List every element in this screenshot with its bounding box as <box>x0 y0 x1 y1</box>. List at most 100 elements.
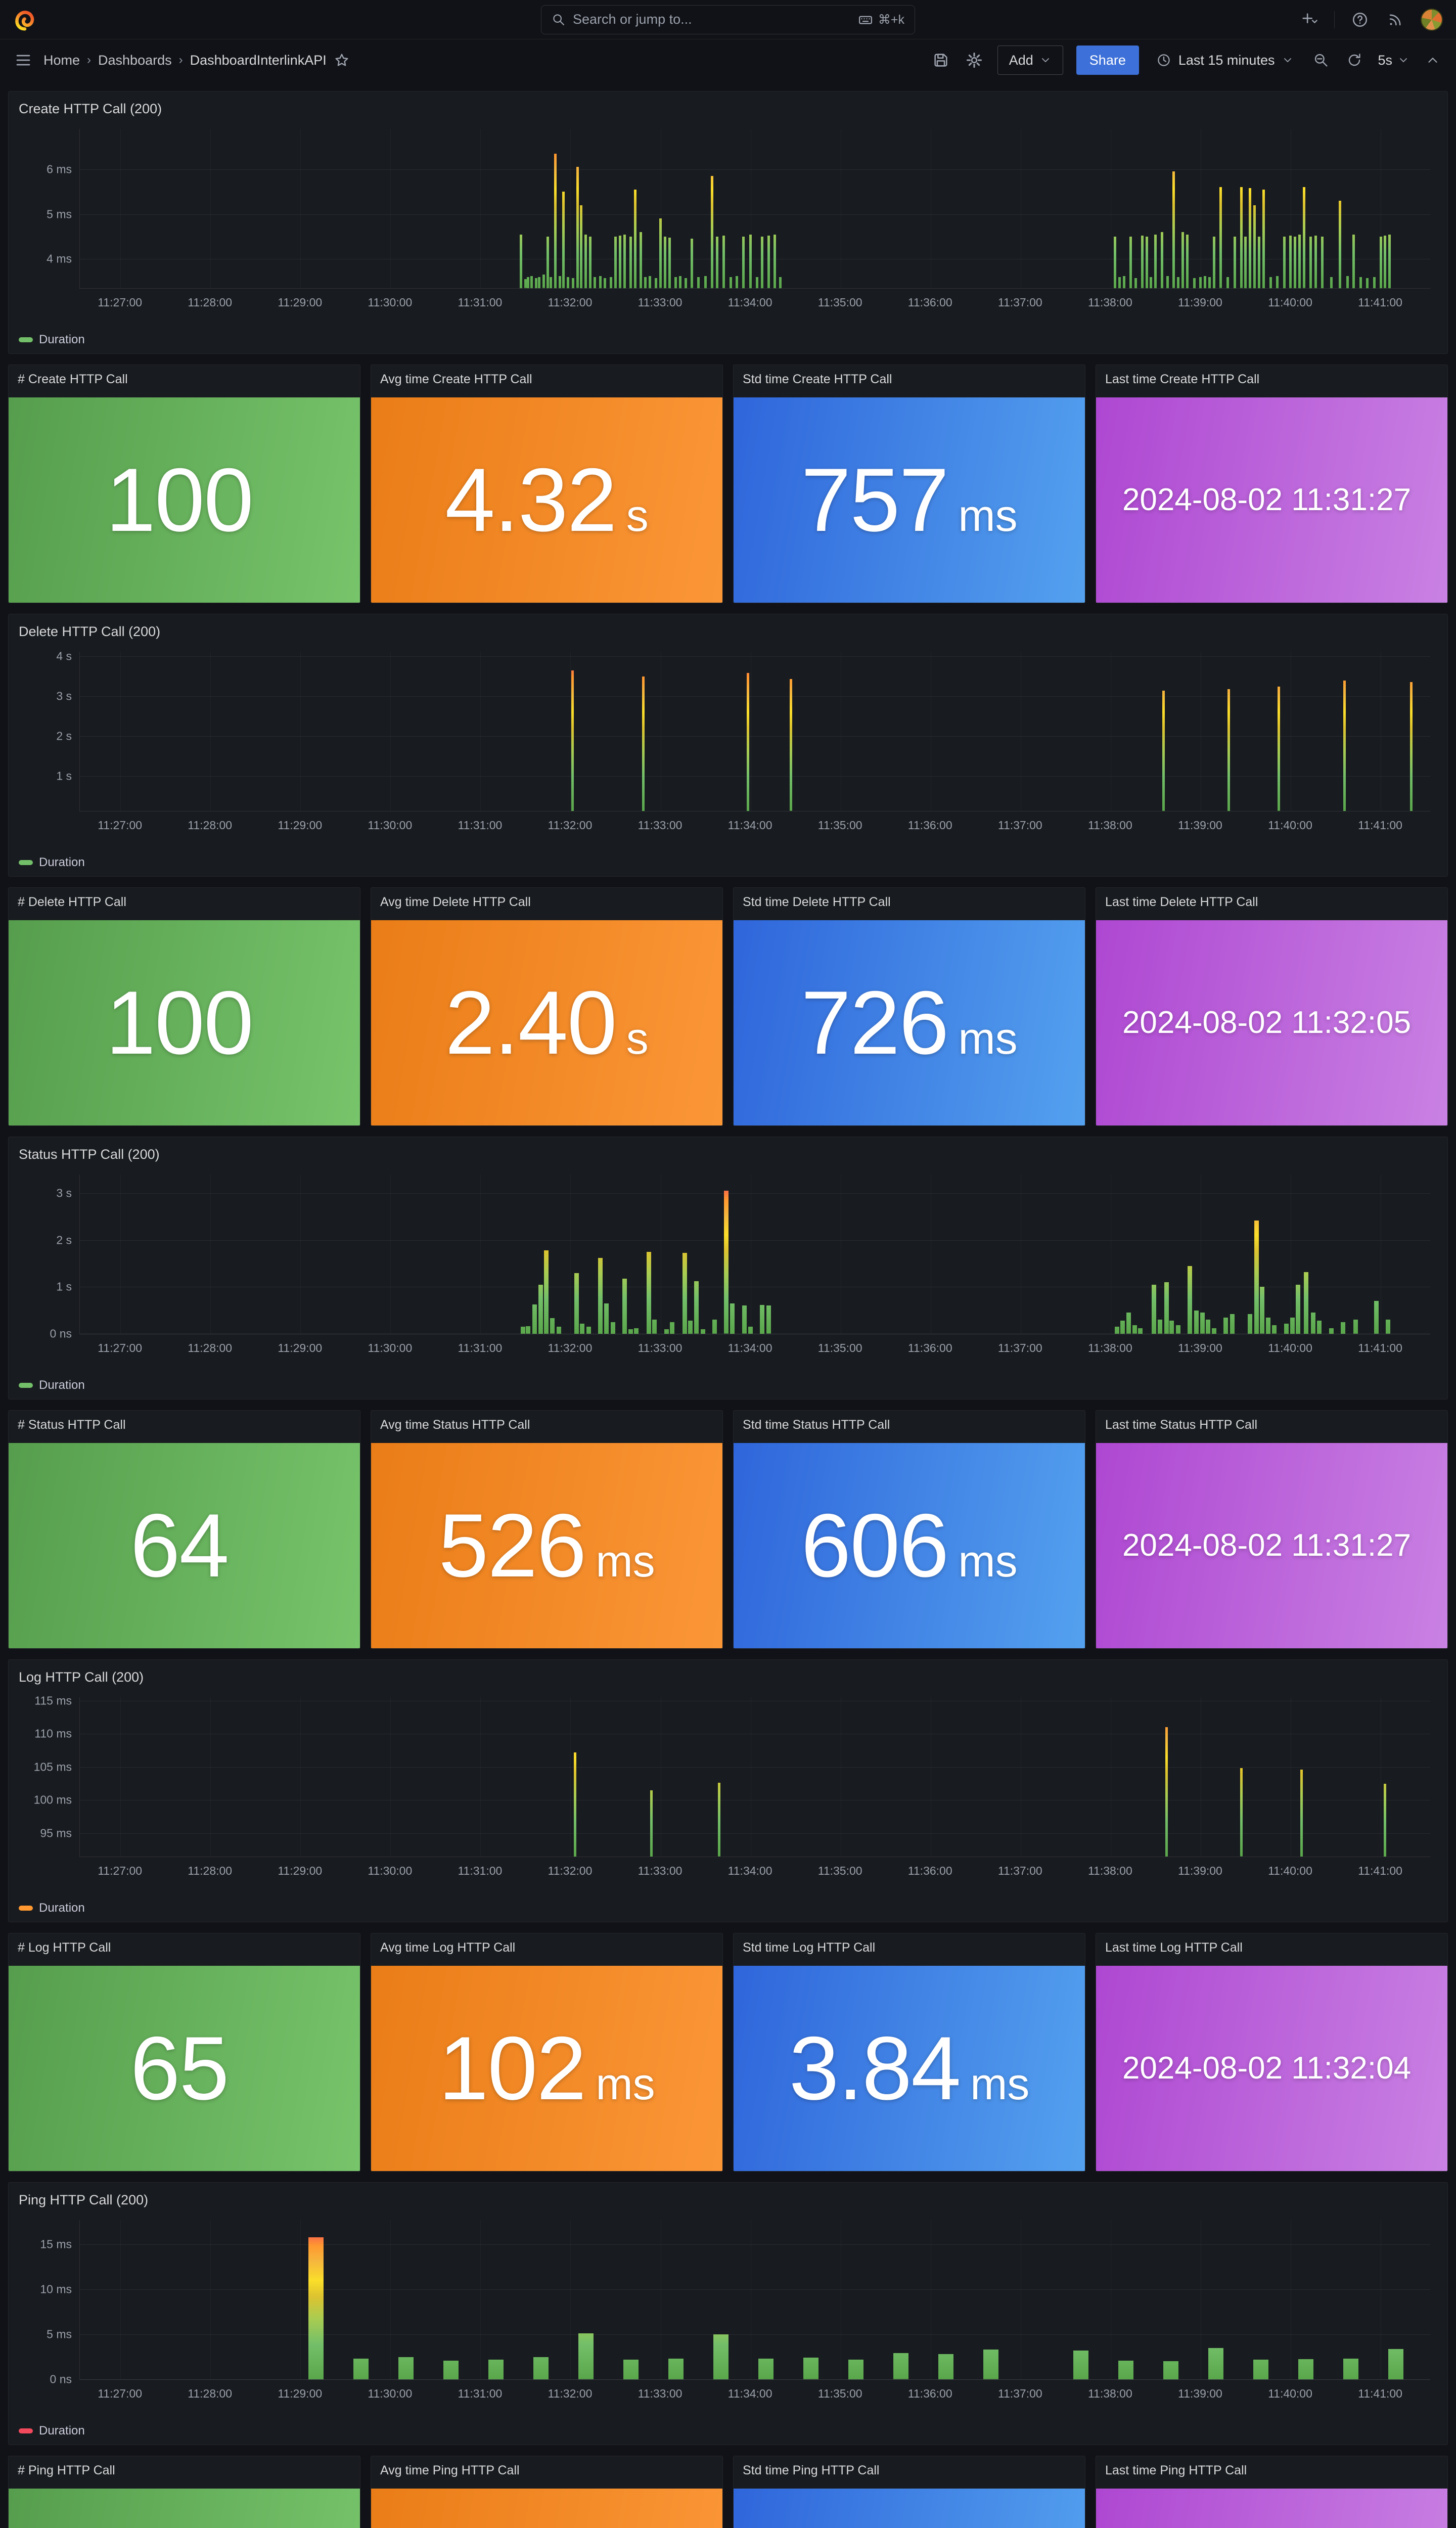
share-button[interactable]: Share <box>1076 46 1139 75</box>
panel-title[interactable]: # Log HTTP Call <box>18 1940 111 1955</box>
chart-bar[interactable] <box>589 236 592 288</box>
panel-title[interactable]: Log HTTP Call (200) <box>19 1669 144 1685</box>
chart-bar[interactable] <box>622 1278 627 1334</box>
chart-bar[interactable] <box>1272 1325 1277 1334</box>
chart-bar[interactable] <box>526 1326 531 1334</box>
chart-bar[interactable] <box>1230 1314 1235 1334</box>
chart-bar[interactable] <box>1314 236 1317 288</box>
panel-title[interactable]: Create HTTP Call (200) <box>19 101 162 116</box>
chart-bar[interactable] <box>1164 1282 1169 1334</box>
chart-bar[interactable] <box>1388 2349 1404 2379</box>
chart-bar[interactable] <box>1114 1327 1119 1334</box>
chart-bar[interactable] <box>712 1320 717 1334</box>
chart-bar[interactable] <box>1259 1287 1264 1334</box>
chart-bar[interactable] <box>1212 1328 1217 1334</box>
chart-bar[interactable] <box>684 278 687 288</box>
chart-bar[interactable] <box>1162 691 1165 811</box>
chart-plot[interactable]: 95 ms 100 ms 105 ms 110 ms 115 ms <box>34 1694 1430 1857</box>
chart-bar[interactable] <box>520 234 523 288</box>
chart-plot[interactable]: 1 s 2 s 3 s 4 s <box>56 650 1430 811</box>
chart-bar[interactable] <box>1353 1320 1358 1334</box>
chart-bar[interactable] <box>628 1329 633 1334</box>
chart-bar[interactable] <box>1205 1320 1210 1334</box>
chart-bar[interactable] <box>1379 236 1382 288</box>
panel-title[interactable]: Avg time Ping HTTP Call <box>380 2463 520 2477</box>
chart-bar[interactable] <box>682 1252 688 1334</box>
chart-bar[interactable] <box>527 277 530 288</box>
chart-bar[interactable] <box>537 277 540 288</box>
chart-bar[interactable] <box>1118 2360 1134 2379</box>
chart-bar[interactable] <box>746 672 749 811</box>
chart-bar[interactable] <box>1114 236 1117 288</box>
chart-bar[interactable] <box>1249 188 1252 288</box>
chart-bar[interactable] <box>1374 1301 1379 1334</box>
chart-bar[interactable] <box>700 1329 705 1334</box>
chart-bar[interactable] <box>1120 1321 1125 1334</box>
chart-bar[interactable] <box>1145 236 1148 288</box>
help-icon[interactable] <box>1350 10 1370 30</box>
chart-bar[interactable] <box>767 236 770 288</box>
chart-bar[interactable] <box>603 278 606 288</box>
chart-bar[interactable] <box>571 670 574 811</box>
panel-title[interactable]: Std time Create HTTP Call <box>743 372 892 386</box>
chart-plot[interactable]: 0 ns 1 s 2 s 3 s <box>50 1175 1430 1340</box>
chart-bar[interactable] <box>1295 1284 1300 1334</box>
chart-bar[interactable] <box>610 277 613 288</box>
refresh-icon[interactable] <box>1344 50 1364 70</box>
chart-bar[interactable] <box>679 276 682 288</box>
chart-bar[interactable] <box>1276 276 1279 288</box>
chart-bar[interactable] <box>1129 236 1132 288</box>
chart-bar[interactable] <box>1343 2359 1359 2379</box>
chart-bar[interactable] <box>650 1790 653 1857</box>
chart-bar[interactable] <box>558 276 561 288</box>
chart-bar[interactable] <box>670 1322 675 1334</box>
chart-bar[interactable] <box>1244 236 1247 288</box>
chart-bar[interactable] <box>646 1251 651 1334</box>
chart-bar[interactable] <box>652 1320 657 1334</box>
chart-bar[interactable] <box>1163 2361 1179 2379</box>
chart-bar[interactable] <box>1240 1768 1243 1857</box>
chart-bar[interactable] <box>790 679 793 811</box>
chart-bar[interactable] <box>610 1322 615 1334</box>
chart-bar[interactable] <box>1311 1313 1315 1334</box>
chart-bar[interactable] <box>748 1327 753 1334</box>
chart-bar[interactable] <box>1385 1320 1390 1334</box>
chart-bar[interactable] <box>1226 277 1229 288</box>
chart-bar[interactable] <box>1265 1317 1270 1334</box>
chart-bar[interactable] <box>1150 277 1153 288</box>
chart-bar[interactable] <box>761 236 764 288</box>
chart-bar[interactable] <box>580 1323 585 1334</box>
legend-item-duration[interactable]: Duration <box>19 1377 85 1394</box>
avatar[interactable] <box>1421 8 1443 31</box>
time-range-picker[interactable]: Last 15 minutes <box>1152 46 1298 75</box>
chart-bar[interactable] <box>691 239 694 288</box>
chart-bar[interactable] <box>1340 1322 1345 1334</box>
chart-bar[interactable] <box>736 276 739 288</box>
chart-bar[interactable] <box>1321 236 1324 288</box>
chart-bar[interactable] <box>554 153 557 288</box>
chart-bar[interactable] <box>353 2359 369 2379</box>
chart-bar[interactable] <box>308 2237 324 2379</box>
chart-bar[interactable] <box>749 234 752 288</box>
chart-bar[interactable] <box>1208 2348 1224 2379</box>
chart-bar[interactable] <box>663 236 666 288</box>
chart-bar[interactable] <box>573 1752 576 1857</box>
chart-bar[interactable] <box>1269 277 1272 288</box>
chart-bar[interactable] <box>1346 276 1349 288</box>
panel-title[interactable]: Delete HTTP Call (200) <box>19 624 161 639</box>
chart-bar[interactable] <box>1141 236 1144 288</box>
chart-bar[interactable] <box>443 2360 459 2379</box>
chart-bar[interactable] <box>724 1191 729 1334</box>
chart-bar[interactable] <box>779 277 782 288</box>
chart-bar[interactable] <box>614 236 617 288</box>
chart-bar[interactable] <box>550 1318 555 1334</box>
panel-title[interactable]: Last time Create HTTP Call <box>1105 372 1260 386</box>
chart-bar[interactable] <box>542 275 545 288</box>
chart-bar[interactable] <box>730 1303 735 1334</box>
panel-title[interactable]: Last time Delete HTTP Call <box>1105 895 1258 909</box>
chart-bar[interactable] <box>642 676 645 811</box>
chart-bar[interactable] <box>488 2359 504 2379</box>
chart-bar[interactable] <box>1073 2351 1089 2379</box>
chart-bar[interactable] <box>535 278 538 288</box>
chart-bar[interactable] <box>664 1329 669 1334</box>
